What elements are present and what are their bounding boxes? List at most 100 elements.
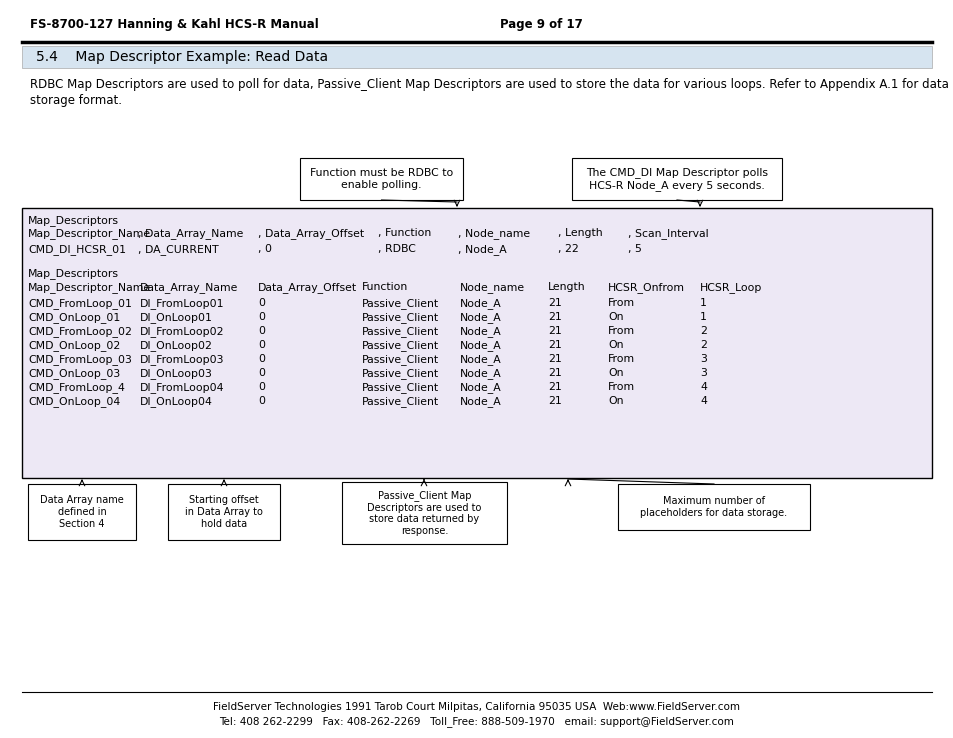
Text: 0: 0 <box>257 354 265 364</box>
Text: 0: 0 <box>257 368 265 378</box>
Text: HCSR_Onfrom: HCSR_Onfrom <box>607 282 684 293</box>
Text: 0: 0 <box>257 326 265 336</box>
Text: Passive_Client: Passive_Client <box>361 326 438 337</box>
Text: DI_OnLoop04: DI_OnLoop04 <box>140 396 213 407</box>
Text: , 0: , 0 <box>257 244 272 254</box>
Text: 0: 0 <box>257 340 265 350</box>
Text: Node_A: Node_A <box>459 382 501 393</box>
Text: Node_A: Node_A <box>459 396 501 407</box>
Text: , 22: , 22 <box>558 244 578 254</box>
Text: 21: 21 <box>547 340 561 350</box>
Text: 21: 21 <box>547 326 561 336</box>
Text: Page 9 of 17: Page 9 of 17 <box>499 18 582 31</box>
Text: Map_Descriptors: Map_Descriptors <box>28 268 119 279</box>
Text: On: On <box>607 340 623 350</box>
Text: Passive_Client: Passive_Client <box>361 298 438 309</box>
Text: 0: 0 <box>257 396 265 406</box>
Text: 4: 4 <box>700 396 706 406</box>
Text: , Data_Array_Offset: , Data_Array_Offset <box>257 228 364 239</box>
Text: RDBC Map Descriptors are used to poll for data, Passive_Client Map Descriptors a: RDBC Map Descriptors are used to poll fo… <box>30 78 948 91</box>
Text: Map_Descriptors: Map_Descriptors <box>28 215 119 226</box>
Text: DI_OnLoop02: DI_OnLoop02 <box>140 340 213 351</box>
Text: From: From <box>607 326 635 336</box>
Text: , Function: , Function <box>377 228 431 238</box>
Text: Node_A: Node_A <box>459 368 501 379</box>
Text: Passive_Client: Passive_Client <box>361 312 438 323</box>
Text: , Length: , Length <box>558 228 602 238</box>
Text: Passive_Client: Passive_Client <box>361 396 438 407</box>
Bar <box>168 484 280 540</box>
Text: CMD_OnLoop_03: CMD_OnLoop_03 <box>28 368 120 379</box>
Text: Node_name: Node_name <box>459 282 524 293</box>
Text: 1: 1 <box>700 298 706 308</box>
Bar <box>22 208 931 478</box>
Bar <box>572 158 781 200</box>
Text: Map_Descriptor_Name: Map_Descriptor_Name <box>28 282 151 293</box>
Text: CMD_OnLoop_04: CMD_OnLoop_04 <box>28 396 120 407</box>
Text: 21: 21 <box>547 354 561 364</box>
Bar <box>22 46 931 68</box>
Text: Maximum number of
placeholders for data storage.: Maximum number of placeholders for data … <box>639 496 787 518</box>
Text: Data_Array_Offset: Data_Array_Offset <box>257 282 356 293</box>
Text: DI_FromLoop04: DI_FromLoop04 <box>140 382 224 393</box>
Text: , Node_name: , Node_name <box>457 228 530 239</box>
Text: From: From <box>607 298 635 308</box>
Text: Passive_Client: Passive_Client <box>361 354 438 365</box>
Text: DI_OnLoop03: DI_OnLoop03 <box>140 368 213 379</box>
Text: On: On <box>607 368 623 378</box>
Text: Passive_Client: Passive_Client <box>361 382 438 393</box>
Text: , Node_A: , Node_A <box>457 244 506 255</box>
Text: From: From <box>607 382 635 392</box>
Text: 4: 4 <box>700 382 706 392</box>
Text: Passive_Client: Passive_Client <box>361 368 438 379</box>
Text: Function must be RDBC to
enable polling.: Function must be RDBC to enable polling. <box>310 168 453 190</box>
Text: DI_FromLoop02: DI_FromLoop02 <box>140 326 224 337</box>
Text: DI_OnLoop01: DI_OnLoop01 <box>140 312 213 323</box>
Bar <box>299 158 462 200</box>
Text: CMD_DI_HCSR_01: CMD_DI_HCSR_01 <box>28 244 126 255</box>
Text: 5.4    Map Descriptor Example: Read Data: 5.4 Map Descriptor Example: Read Data <box>36 50 328 64</box>
Text: Node_A: Node_A <box>459 340 501 351</box>
Text: 21: 21 <box>547 298 561 308</box>
Text: HCSR_Loop: HCSR_Loop <box>700 282 761 293</box>
Bar <box>341 482 506 544</box>
Text: 2: 2 <box>700 340 706 350</box>
Text: CMD_FromLoop_4: CMD_FromLoop_4 <box>28 382 125 393</box>
Text: Node_A: Node_A <box>459 298 501 309</box>
Text: 3: 3 <box>700 368 706 378</box>
Text: CMD_OnLoop_01: CMD_OnLoop_01 <box>28 312 120 323</box>
Text: 0: 0 <box>257 312 265 322</box>
Text: Data_Array_Name: Data_Array_Name <box>140 282 238 293</box>
Text: , DA_CURRENT: , DA_CURRENT <box>138 244 218 255</box>
Text: Node_A: Node_A <box>459 312 501 323</box>
Text: Starting offset
in Data Array to
hold data: Starting offset in Data Array to hold da… <box>185 495 263 528</box>
Text: Node_A: Node_A <box>459 354 501 365</box>
Text: 0: 0 <box>257 382 265 392</box>
Text: On: On <box>607 312 623 322</box>
Text: storage format.: storage format. <box>30 94 122 107</box>
Text: Data Array name
defined in
Section 4: Data Array name defined in Section 4 <box>40 495 124 528</box>
Text: CMD_FromLoop_02: CMD_FromLoop_02 <box>28 326 132 337</box>
Text: Passive_Client: Passive_Client <box>361 340 438 351</box>
Bar <box>618 484 809 530</box>
Text: CMD_OnLoop_02: CMD_OnLoop_02 <box>28 340 120 351</box>
Text: , RDBC: , RDBC <box>377 244 416 254</box>
Text: Passive_Client Map
Descriptors are used to
store data returned by
response.: Passive_Client Map Descriptors are used … <box>367 490 481 536</box>
Text: , 5: , 5 <box>627 244 641 254</box>
Text: 21: 21 <box>547 396 561 406</box>
Text: 2: 2 <box>700 326 706 336</box>
Text: Function: Function <box>361 282 408 292</box>
Text: , Data_Array_Name: , Data_Array_Name <box>138 228 243 239</box>
Text: DI_FromLoop01: DI_FromLoop01 <box>140 298 224 309</box>
Text: Length: Length <box>547 282 585 292</box>
Text: CMD_FromLoop_03: CMD_FromLoop_03 <box>28 354 132 365</box>
Text: 21: 21 <box>547 312 561 322</box>
Text: FS-8700-127 Hanning & Kahl HCS-R Manual: FS-8700-127 Hanning & Kahl HCS-R Manual <box>30 18 318 31</box>
Text: The CMD_DI Map Descriptor polls
HCS-R Node_A every 5 seconds.: The CMD_DI Map Descriptor polls HCS-R No… <box>585 168 767 190</box>
Text: 3: 3 <box>700 354 706 364</box>
Text: 0: 0 <box>257 298 265 308</box>
Text: DI_FromLoop03: DI_FromLoop03 <box>140 354 224 365</box>
Text: , Scan_Interval: , Scan_Interval <box>627 228 708 239</box>
Text: From: From <box>607 354 635 364</box>
Text: 21: 21 <box>547 382 561 392</box>
